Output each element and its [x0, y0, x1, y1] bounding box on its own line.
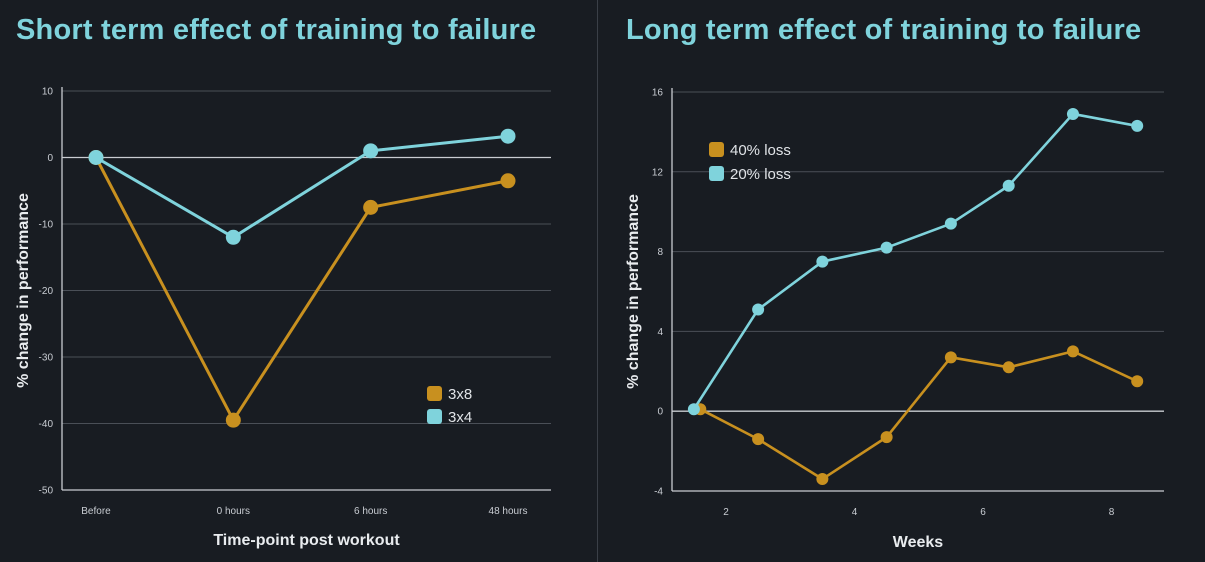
data-point — [225, 412, 241, 428]
data-point — [88, 150, 104, 165]
long-term-chart-title: Long term effect of training to failure — [626, 14, 1142, 46]
data-point — [880, 431, 893, 444]
y-tick-label: -30 — [39, 353, 54, 364]
legend-label: 3x4 — [448, 409, 472, 426]
long-term-chart-panel: Long term effect of training to failure … — [599, 0, 1205, 562]
x-tick-label: 6 — [980, 507, 986, 518]
y-tick-label: -4 — [654, 487, 663, 498]
y-tick-label: 16 — [652, 88, 664, 99]
x-axis-label: Weeks — [893, 534, 944, 551]
y-tick-label: 10 — [42, 87, 54, 98]
y-tick-label: -40 — [39, 419, 54, 430]
legend-swatch — [427, 409, 442, 424]
data-point — [752, 433, 765, 446]
data-point — [1002, 361, 1015, 374]
y-tick-label: 12 — [652, 167, 664, 178]
legend-label: 40% loss — [730, 142, 791, 159]
short-term-chart: 10 0 -10 -20 -30 -40 -50 Before 0 hours 6 hours 48… — [15, 87, 551, 549]
legend-swatch — [427, 386, 442, 401]
x-tick-label: 4 — [852, 507, 858, 518]
data-point — [363, 143, 379, 159]
data-point — [752, 303, 765, 316]
series-line-20-loss — [692, 112, 1138, 410]
data-point — [225, 229, 241, 245]
legend-swatch — [709, 166, 724, 181]
y-tick-label: -50 — [39, 486, 54, 497]
data-point — [816, 473, 829, 486]
x-tick-label: 8 — [1109, 507, 1115, 518]
data-point — [1131, 375, 1144, 388]
data-point — [500, 173, 516, 189]
legend-swatch — [709, 142, 724, 157]
x-tick-label: 2 — [723, 507, 729, 518]
data-point — [687, 403, 700, 416]
short-term-chart-panel: Short term effect of training to failure… — [0, 0, 598, 562]
legend-label: 3x8 — [448, 386, 472, 403]
series-line-3x4 — [95, 134, 509, 239]
data-point — [816, 255, 829, 268]
x-tick-label: 6 hours — [354, 506, 387, 517]
y-tick-label: 8 — [657, 247, 663, 258]
series-line-40-loss — [699, 350, 1138, 481]
y-tick-label: 0 — [47, 153, 53, 164]
data-point — [500, 128, 516, 144]
short-term-chart-title: Short term effect of training to failure — [16, 14, 537, 46]
data-point — [1002, 179, 1015, 192]
data-point — [944, 351, 957, 364]
y-tick-label: -20 — [39, 286, 54, 297]
y-axis-label: % change in performance — [15, 193, 32, 388]
data-point — [880, 241, 893, 254]
x-tick-label: 0 hours — [217, 506, 250, 517]
y-tick-label: 0 — [657, 407, 663, 418]
y-tick-label: 4 — [657, 327, 663, 338]
data-point — [1131, 119, 1144, 132]
data-point — [1066, 107, 1079, 120]
x-axis-label: Time-point post workout — [213, 532, 400, 549]
y-axis-label: % change in performance — [625, 194, 642, 389]
long-term-chart: 16 12 8 4 0 -4 2 4 6 8 Weeks % change in performanc… — [625, 88, 1164, 551]
x-tick-label: 48 hours — [489, 506, 528, 517]
data-point — [363, 199, 379, 215]
series-line-3x8 — [94, 156, 509, 422]
data-point — [944, 217, 957, 230]
legend-label: 20% loss — [730, 166, 791, 183]
x-tick-label: Before — [81, 506, 111, 517]
panel-divider — [597, 0, 598, 562]
data-point — [1066, 345, 1079, 358]
y-tick-label: -10 — [39, 220, 54, 231]
